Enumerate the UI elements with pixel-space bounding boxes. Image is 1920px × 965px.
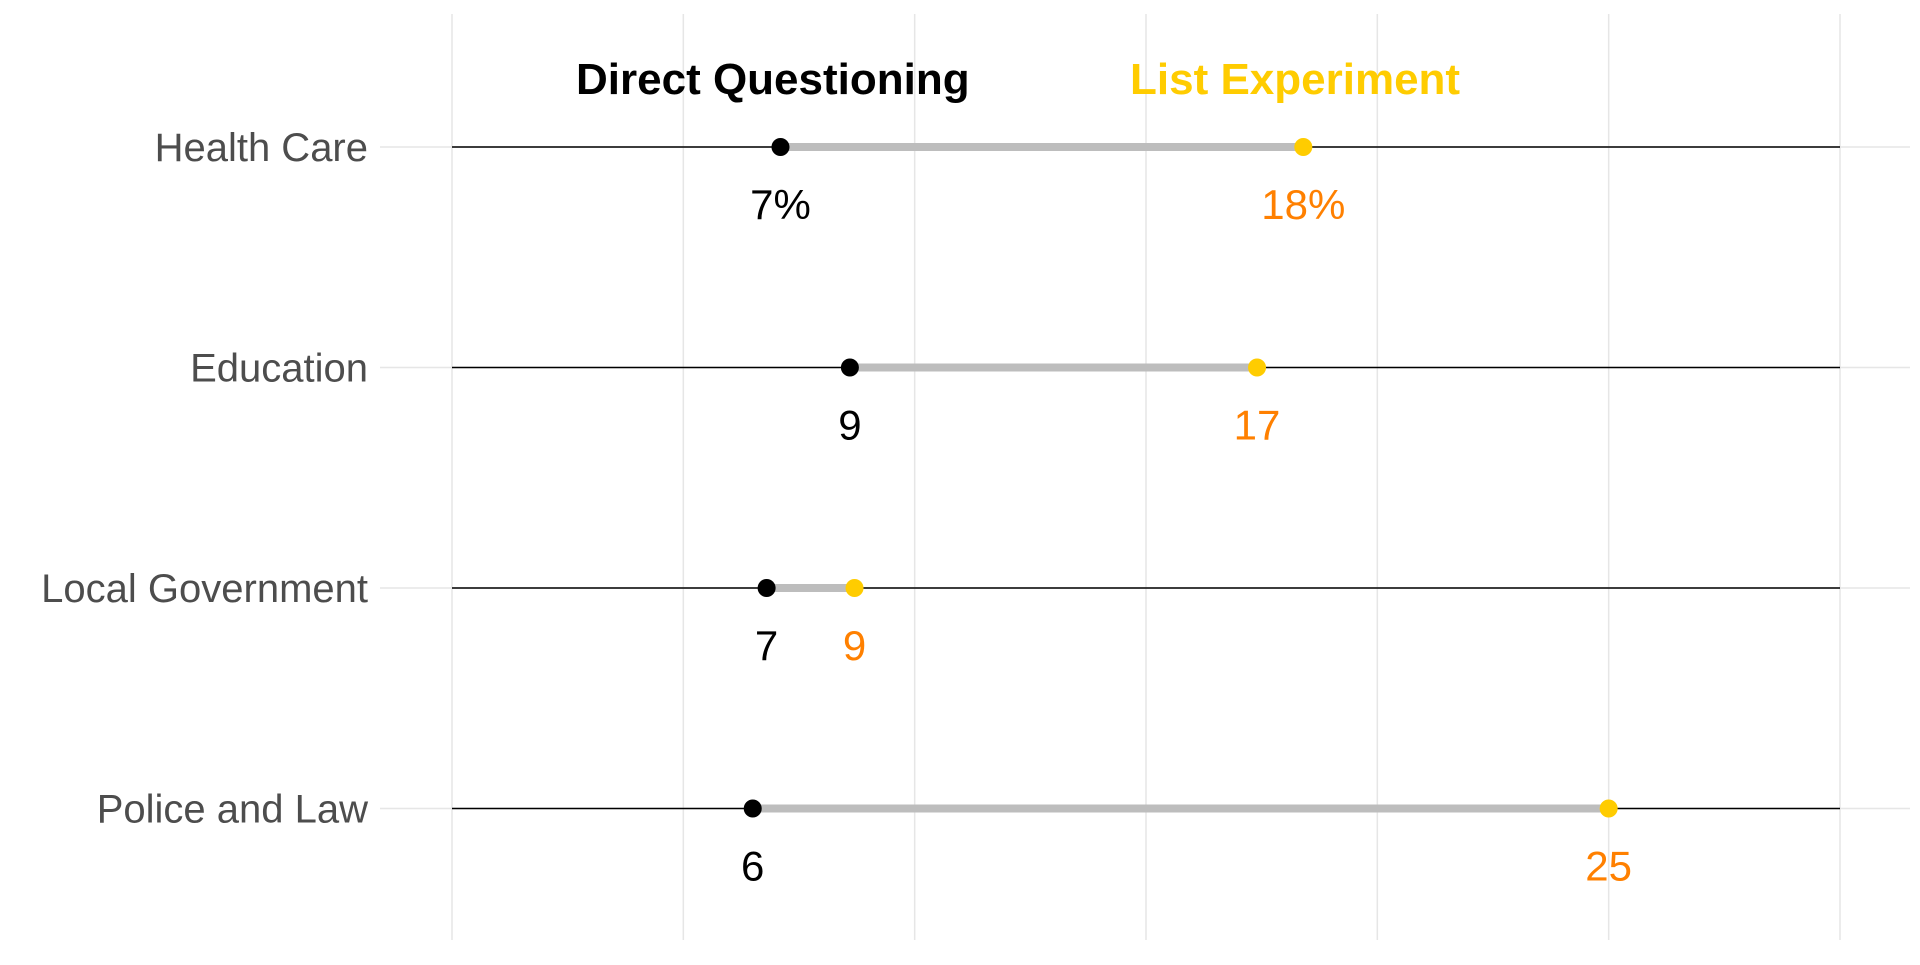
category-label: Education: [190, 347, 368, 391]
list-experiment-value-label: 9: [843, 622, 866, 669]
list-experiment-value-label: 18%: [1261, 181, 1345, 228]
direct-questioning-value-label: 7: [755, 622, 778, 669]
direct-questioning-value-label: 6: [741, 843, 764, 890]
legend-entry: Direct Questioning: [576, 55, 970, 104]
category-row: Local Government 7 9: [41, 567, 1910, 669]
category-row: Health Care 7% 18%: [155, 126, 1910, 228]
list-experiment-value-label: 25: [1585, 843, 1632, 890]
list-experiment-point: [1248, 358, 1267, 377]
legend-entry: List Experiment: [1130, 55, 1460, 104]
category-row: Police and Law 6 25: [97, 788, 1910, 890]
direct-questioning-point: [743, 799, 762, 818]
list-experiment-value-label: 17: [1234, 402, 1281, 449]
direct-questioning-point: [771, 138, 790, 156]
grid-layer: [451, 14, 1841, 940]
category-label: Local Government: [41, 567, 368, 611]
direct-questioning-value-label: 7%: [750, 181, 811, 228]
category-label: Police and Law: [97, 788, 368, 832]
rows-layer: Health Care 7% 18% Education 9 17 Local Govern…: [41, 126, 1910, 890]
category-row: Education 9 17: [190, 347, 1910, 449]
direct-questioning-point: [757, 579, 776, 597]
list-experiment-point: [1599, 799, 1618, 818]
direct-questioning-point: [840, 358, 859, 377]
list-experiment-point: [845, 579, 864, 597]
list-experiment-point: [1294, 138, 1313, 156]
legend: Direct Questioning List Experiment: [576, 55, 1460, 104]
category-label: Health Care: [155, 126, 368, 170]
direct-questioning-value-label: 9: [838, 402, 861, 449]
